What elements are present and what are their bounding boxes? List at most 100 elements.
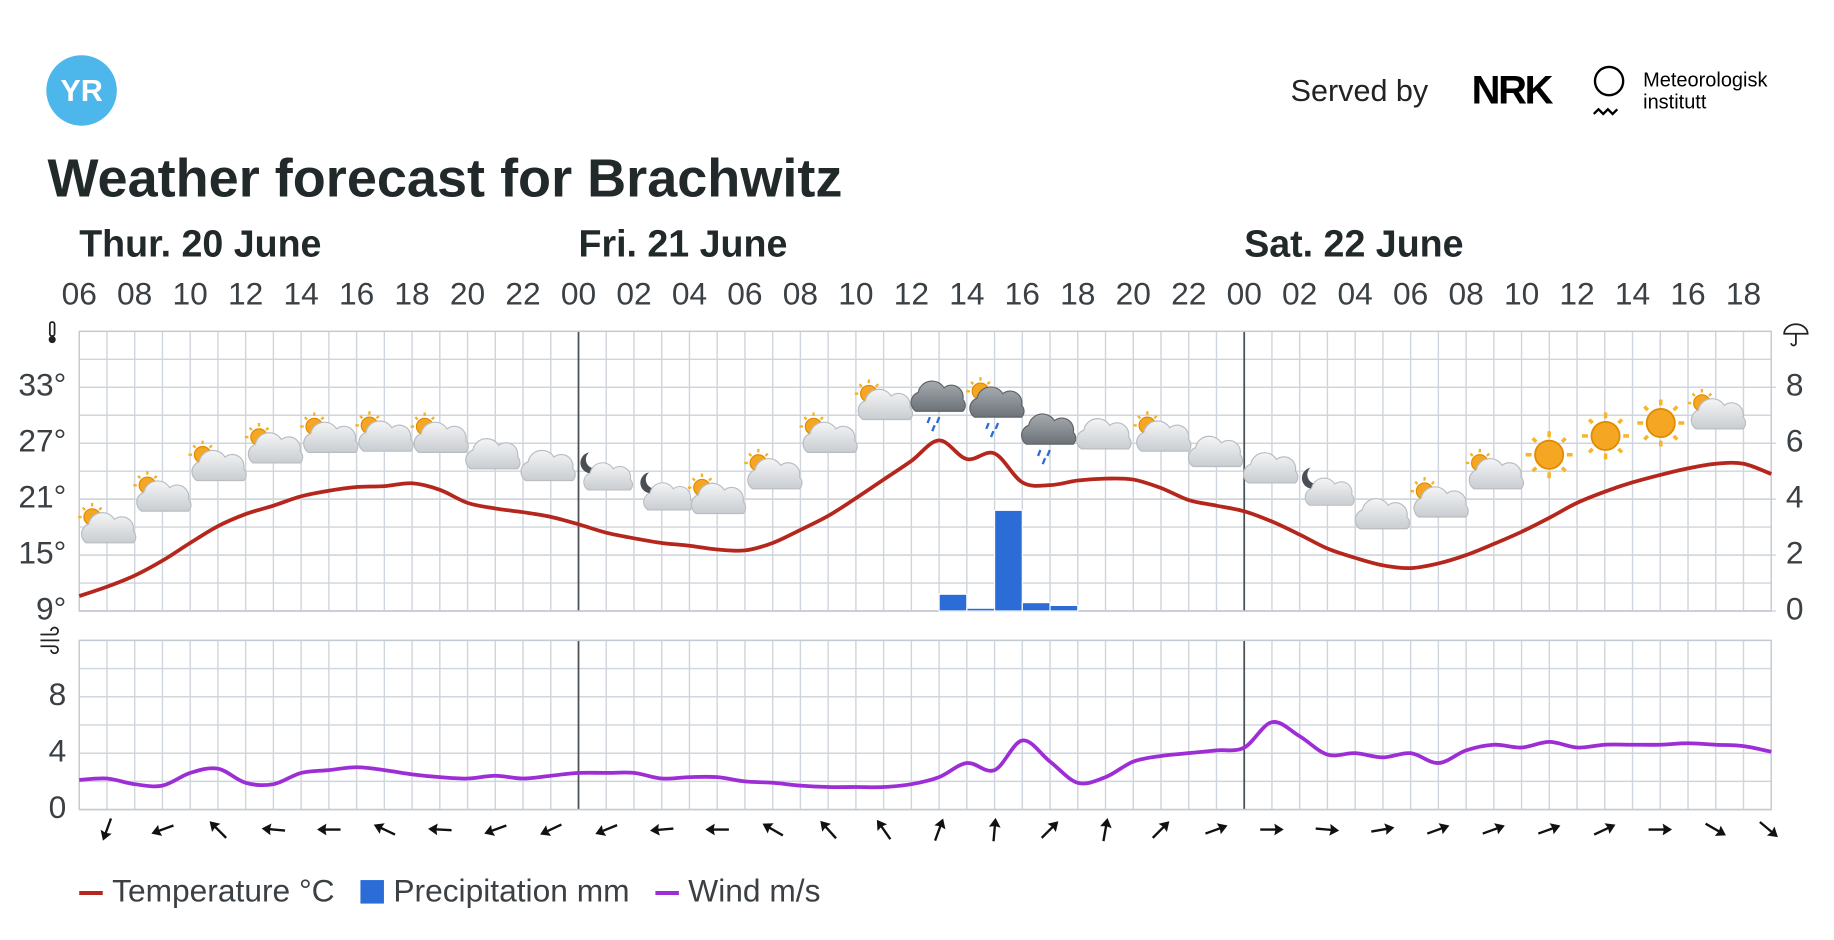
x-tick-label: 08 — [117, 275, 152, 311]
wind-arrow — [870, 815, 897, 844]
logo-text: YR — [60, 74, 102, 108]
x-tick-label: 18 — [1726, 275, 1761, 311]
weather-icon — [1022, 414, 1076, 464]
x-tick-label: 16 — [1670, 275, 1705, 311]
wind-arrow — [1754, 816, 1783, 843]
weather-icon — [1466, 449, 1524, 489]
wind-arrow — [1096, 815, 1115, 844]
wind-arrow — [928, 815, 950, 844]
x-tick-label: 08 — [783, 275, 818, 311]
wind-arrow — [315, 822, 342, 837]
institute-logo — [1593, 65, 1625, 97]
wind-arrow — [986, 816, 1003, 843]
wind-arrow — [758, 817, 787, 842]
wind-icon — [40, 626, 60, 655]
wind-tick-label: 0 — [49, 789, 67, 825]
panel-border — [78, 330, 1772, 612]
weather-icon — [640, 472, 692, 510]
institute-logo-wave — [1592, 107, 1619, 116]
weather-icon — [1187, 435, 1244, 468]
x-tick-label: 12 — [228, 275, 263, 311]
wind-arrow — [814, 815, 842, 844]
wind-tick-label: 4 — [49, 733, 67, 769]
x-tick-label: 18 — [1060, 275, 1095, 311]
x-tick-label: 20 — [450, 275, 485, 311]
wind-arrow — [1647, 822, 1674, 837]
weather-icon — [520, 449, 576, 482]
weather-icon — [1133, 411, 1191, 451]
y-tick-label: 15° — [18, 534, 66, 570]
y-tick-label: 21° — [18, 479, 66, 515]
x-tick-label: 22 — [505, 275, 540, 311]
partner-logo: NRK — [1472, 68, 1554, 112]
wind-arrow — [1259, 822, 1285, 837]
x-tick-label: 12 — [894, 275, 929, 311]
legend-swatch — [360, 880, 384, 904]
wind-arrow — [370, 818, 399, 842]
served-by: Served by — [1291, 74, 1429, 108]
institute-name: Meteorologisk — [1643, 69, 1768, 91]
logo — [46, 55, 117, 126]
wind-arrow — [426, 821, 454, 838]
wind-arrow — [1590, 818, 1620, 842]
y2-tick-label: 0 — [1786, 590, 1804, 626]
x-tick-label: 10 — [1504, 275, 1539, 311]
legend: Temperature °C Precipitation mm Wind m/s — [79, 872, 820, 908]
x-tick-label: 16 — [339, 275, 374, 311]
wind-arrow — [1701, 817, 1731, 842]
y-tick-label: 33° — [18, 367, 66, 403]
wind-arrow — [1314, 821, 1341, 838]
wind-arrow — [204, 815, 232, 844]
y-tick-label: 27° — [18, 423, 66, 459]
x-tick-label: 04 — [1338, 275, 1373, 311]
wind-line — [79, 720, 1772, 790]
precipitation-bar — [938, 593, 968, 612]
precipitation-bar — [1049, 604, 1079, 612]
day-label: Sat. 22 June — [1244, 223, 1463, 265]
x-tick-label: 22 — [1171, 275, 1206, 311]
y2-tick-label: 2 — [1786, 534, 1804, 570]
precipitation-bar — [966, 607, 996, 612]
x-tick-label: 06 — [62, 275, 97, 311]
x-tick-label: 20 — [1116, 275, 1151, 311]
wind-arrow — [704, 822, 731, 837]
umbrella-icon — [1783, 323, 1809, 347]
wind-arrows — [96, 815, 1783, 844]
x-tick-label: 04 — [672, 275, 707, 311]
x-tick-label: 14 — [283, 275, 318, 311]
chart-title: Weather forecast for Brachwitz — [48, 148, 843, 208]
y2-tick-label: 6 — [1786, 423, 1804, 459]
x-tick-label: 06 — [1393, 275, 1428, 311]
x-tick-label: 18 — [394, 275, 429, 311]
weather-icon — [1243, 452, 1299, 484]
wind-arrow — [1036, 815, 1064, 844]
legend-label: Wind m/s — [688, 872, 820, 908]
day-label: Thur. 20 June — [79, 223, 321, 265]
wind-arrow — [1479, 818, 1509, 841]
y-tick-label: 9° — [36, 590, 66, 626]
thermometer-icon — [48, 321, 56, 344]
panel-border — [78, 639, 1772, 811]
precipitation-bar — [993, 509, 1023, 612]
institute-name: institutt — [1643, 92, 1707, 114]
wind-arrow — [1147, 815, 1175, 844]
x-tick-label: 16 — [1005, 275, 1040, 311]
x-tick-label: 14 — [1615, 275, 1650, 311]
wind-arrow — [1535, 818, 1564, 841]
wind-arrow — [1424, 818, 1453, 841]
weather-icon — [1076, 418, 1132, 450]
day-label: Fri. 21 June — [579, 223, 788, 265]
wind-arrow — [1369, 820, 1397, 839]
y2-tick-label: 8 — [1786, 367, 1804, 403]
x-tick-label: 10 — [173, 275, 208, 311]
wind-arrow — [96, 815, 118, 844]
wind-arrow — [259, 821, 287, 838]
x-tick-label: 06 — [727, 275, 762, 311]
y2-tick-label: 4 — [1786, 479, 1804, 515]
x-tick-label: 14 — [949, 275, 984, 311]
x-tick-label: 02 — [1282, 275, 1317, 311]
precipitation-bar — [1021, 602, 1051, 612]
temperature-line — [78, 438, 1772, 598]
